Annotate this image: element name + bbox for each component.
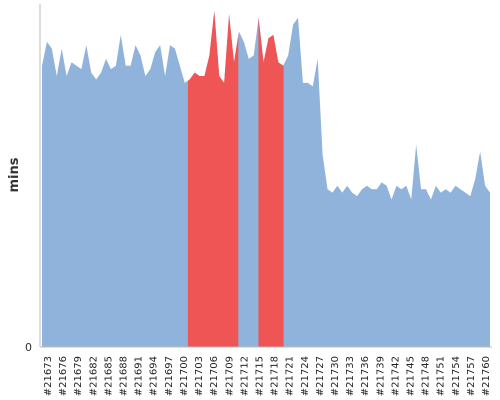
x-tick-label: #21733 [345,356,356,396]
x-tick-label: #21685 [103,356,114,396]
y-axis-label: mins [7,157,22,192]
x-tick-label: #21751 [436,356,447,396]
x-tick-label: #21676 [58,356,69,396]
x-tick-label: #21718 [270,356,281,396]
x-tick-labels: #21673 #21676 #21679 #21682 #21685 #21688 #216… [43,356,492,396]
x-tick-label: #21727 [315,356,326,396]
highlight-region [187,10,239,347]
x-tick-label: #21739 [375,356,386,396]
x-tick-label: #21694 [149,356,160,396]
x-tick-label: #21736 [360,356,371,396]
x-tick-label: #21715 [254,356,265,396]
x-tick-label: #21742 [390,356,401,396]
x-tick-label: #21730 [330,356,341,396]
x-tick-label: #21691 [134,356,145,396]
x-tick-label: #21754 [451,356,462,396]
x-tick-label: #21712 [239,356,250,396]
x-tick-label: #21673 [43,356,54,396]
y-tick-label: 0 [25,341,32,354]
x-tick-label: #21697 [164,356,175,396]
highlight-region [258,17,284,347]
x-tick-label: #21745 [405,356,416,396]
x-tick-label: #21748 [421,356,432,396]
x-tick-label: #21706 [209,356,220,396]
x-tick-label: #21703 [194,356,205,396]
x-tick-label: #21724 [300,356,311,396]
x-tick-label: #21757 [466,356,477,396]
x-tick-label: #21688 [119,356,130,396]
area-layer [42,10,490,348]
x-tick-label: #21721 [285,356,296,396]
x-tick-label: #21709 [224,356,235,396]
x-tick-label: #21679 [73,356,84,396]
x-tick-label: #21700 [179,356,190,396]
x-tick-label: #21682 [88,356,99,396]
x-tick-label: #21760 [481,356,492,396]
